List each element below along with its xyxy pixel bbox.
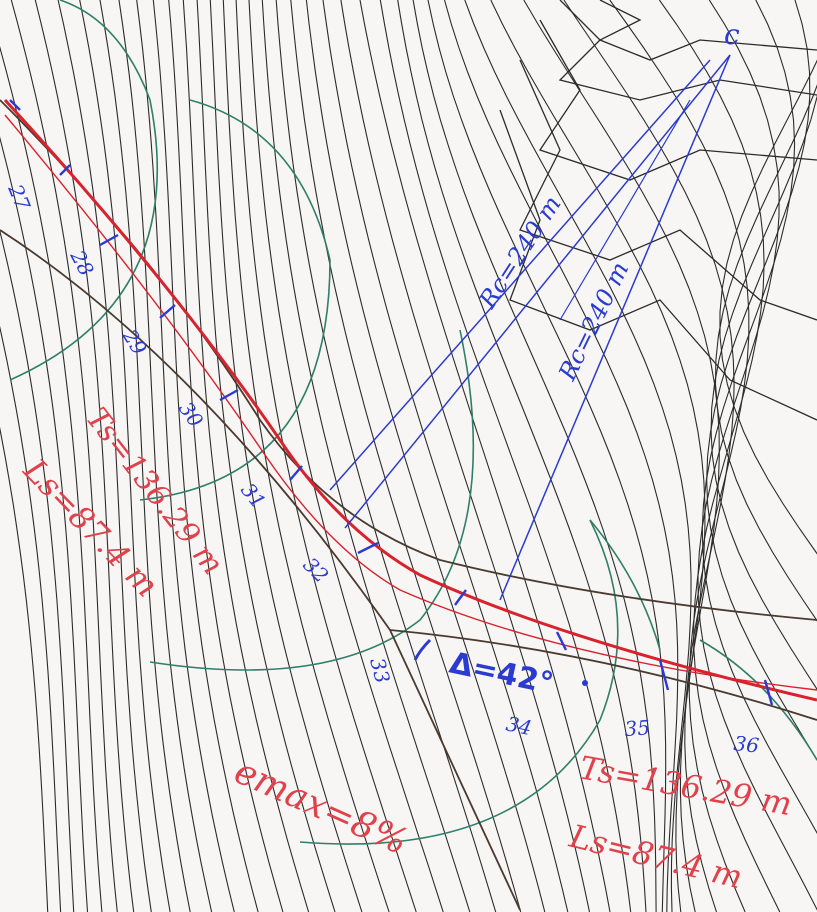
station-tick [658,659,670,691]
contour-line [136,0,235,912]
contour-line [710,94,817,691]
station-label-31: 31 [236,478,271,513]
contour-line [168,0,284,912]
tangent-line [0,229,391,631]
construction-arc [299,519,619,845]
station-label-30: 30 [174,397,208,432]
station-label-28: 28 [65,245,99,280]
contour-line [275,0,497,912]
contour-line [118,0,213,912]
contour-line [563,0,735,912]
construction-arc [699,639,817,761]
tangent-line [389,629,817,721]
contour-line [658,0,781,912]
delta-angle-mark [413,638,432,661]
radius-line [499,54,731,601]
contour-line [538,19,817,181]
contour-line [558,0,817,101]
contour-line [412,0,657,912]
station-label-35: 35 [624,715,651,741]
contour-line [464,0,692,912]
contour-line [0,229,75,912]
contour-line [261,0,471,912]
station-tick [9,99,21,111]
station-tick [289,465,303,481]
contour-line [340,0,591,912]
contour-line [290,0,522,912]
delta-dot [582,680,588,686]
delta-label: Δ=42° [446,646,556,702]
contour-line [0,325,62,912]
contour-line [609,0,750,912]
contour-line [701,0,817,835]
contour-line [57,0,152,912]
contour-line [79,0,171,912]
alignment-centerline [3,98,817,702]
contour-line [10,0,118,912]
contour-line [34,0,135,912]
construction-arcs [9,0,817,845]
contour-line [182,0,310,912]
contour-line [490,0,706,912]
construction-arc [149,329,475,671]
road-alignment [3,98,817,702]
contour-line [697,0,817,911]
station-tick [219,388,239,402]
contour-line [706,0,817,761]
contour-line [714,84,817,622]
station-label-36: 36 [732,731,760,758]
station-tick [159,304,176,319]
station-tick [357,541,379,555]
station-tick [763,679,774,706]
contour-line [322,0,569,912]
radius-offset-line [559,99,691,321]
contour-line [209,0,363,912]
contour-line [0,426,49,912]
construction-arc [589,519,661,651]
construction-arc [9,0,158,381]
contour-line [99,0,191,912]
emax-label: emax=8% [228,751,413,863]
station-ticks [9,99,774,706]
alignment-offset [4,114,817,691]
station-label-33: 33 [365,655,395,686]
contour-line [359,0,611,912]
contour-line [719,59,817,555]
station-label-32: 32 [298,553,333,588]
station-label-34: 34 [504,711,534,740]
contour-line [519,59,817,321]
contour-line [443,0,679,912]
contour-line [196,0,336,912]
contour-line [427,0,667,912]
contour-line [0,136,89,912]
radius-line [329,59,711,491]
contour-line [598,0,817,61]
contour-line [397,0,647,912]
station-tick [59,164,71,176]
contour-line [499,109,817,421]
contour-line [0,45,103,912]
contour-line [235,0,417,912]
radius-line [344,54,731,529]
tangent-line [389,629,521,911]
contour-line [523,0,720,912]
radius-lines [329,54,731,686]
contour-line [379,0,632,912]
contour-line [248,0,444,912]
construction-arc [139,99,331,501]
station-label-27: 27 [3,180,35,214]
center-label: c [724,18,740,51]
station-tick [454,589,467,606]
station-tick [555,631,568,651]
station-tick [99,233,119,247]
contour-line [152,0,259,912]
